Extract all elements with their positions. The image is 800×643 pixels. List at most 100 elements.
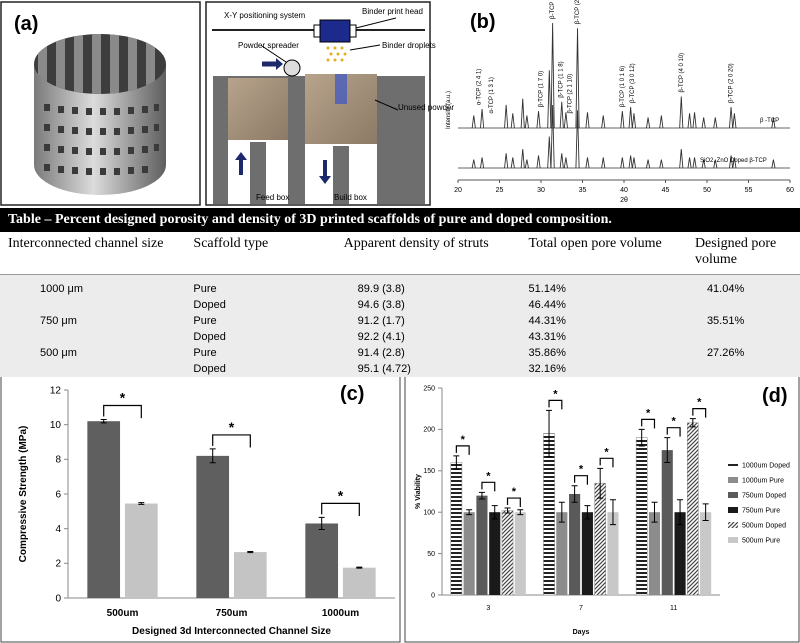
schematic-label: Build box bbox=[334, 193, 367, 202]
schematic-label: Binder print head bbox=[362, 7, 423, 16]
error-bar bbox=[453, 455, 460, 470]
series-label: SiO2, ZnO Doped β-TCP bbox=[700, 158, 767, 164]
peak-label: β-TCP (4 0 10) bbox=[679, 53, 685, 93]
printer-schematic bbox=[212, 17, 425, 204]
column-header: Interconnected channel size bbox=[0, 232, 186, 275]
error-bar bbox=[651, 501, 658, 523]
table-cell: 91.4 (2.8) bbox=[335, 345, 521, 361]
y-tick-label: 100 bbox=[423, 510, 435, 517]
x-tick-label: 11 bbox=[670, 605, 677, 612]
x-axis-label: 2θ bbox=[620, 197, 628, 204]
significance-bracket bbox=[599, 457, 614, 468]
y-tick-label: 50 bbox=[427, 551, 435, 558]
error-bar bbox=[558, 501, 565, 523]
spectrum-peak bbox=[679, 149, 684, 169]
x-tick-label: 750um bbox=[216, 608, 248, 619]
significance-label: * bbox=[229, 419, 235, 435]
spectrum-peak bbox=[771, 117, 776, 129]
legend-swatch bbox=[728, 507, 738, 513]
panel-frame bbox=[205, 1, 431, 206]
spectrum-peak bbox=[631, 113, 637, 129]
x-tick-label: 50 bbox=[703, 187, 711, 194]
table-row: 500 μm Pure 91.4 (2.8) 35.86% 27.26% bbox=[0, 345, 800, 361]
spectrum-peak bbox=[687, 157, 692, 169]
significance-bracket bbox=[506, 497, 521, 508]
spectrum-peak bbox=[510, 113, 515, 129]
y-tick-label: 2 bbox=[55, 559, 61, 570]
legend-label: 500um Doped bbox=[742, 523, 786, 530]
error-bar bbox=[638, 428, 645, 447]
y-tick-label: 150 bbox=[423, 468, 435, 475]
legend-label: 750um Pure bbox=[742, 508, 780, 515]
error-bar bbox=[356, 566, 363, 569]
panel-label: (d) bbox=[762, 385, 788, 407]
x-tick-label: 35 bbox=[579, 187, 587, 194]
spectrum-peak bbox=[679, 96, 684, 129]
error-bar bbox=[247, 551, 254, 554]
spectrum-peak bbox=[547, 70, 552, 129]
spectrum-peak bbox=[550, 22, 555, 129]
bar bbox=[476, 495, 488, 595]
bar bbox=[594, 482, 606, 596]
y-tick-label: 250 bbox=[423, 385, 435, 392]
spectrum-peak bbox=[480, 109, 485, 129]
schematic-label: Binder droplets bbox=[382, 41, 436, 50]
table-cell: 43.31% bbox=[520, 329, 687, 345]
bar bbox=[661, 450, 673, 595]
column-header: Total open pore volume bbox=[520, 232, 687, 275]
y-tick-label: 4 bbox=[55, 524, 61, 535]
table-cell: 91.2 (1.7) bbox=[335, 313, 521, 329]
spectrum-peak bbox=[646, 117, 651, 129]
spectrum-peak bbox=[620, 157, 625, 169]
table-cell: 750 μm bbox=[0, 313, 186, 329]
table-cell: 27.26% bbox=[686, 345, 800, 361]
table-cell: 44.31% bbox=[520, 313, 687, 329]
spectrum-peak bbox=[585, 157, 590, 169]
bar bbox=[700, 512, 712, 595]
table-cell: Doped bbox=[185, 297, 336, 313]
table-cell: 89.9 (3.8) bbox=[335, 274, 521, 297]
table-cell: 94.6 (3.8) bbox=[335, 297, 521, 313]
x-tick-label: 1000um bbox=[322, 608, 359, 619]
series-label: β -TCP bbox=[760, 118, 779, 124]
bar bbox=[87, 421, 121, 598]
spectrum-peak bbox=[692, 157, 697, 169]
error-bar bbox=[702, 503, 709, 521]
error-bar bbox=[664, 437, 671, 464]
table-title: Table – Percent designed porosity and de… bbox=[0, 208, 800, 232]
peak-label: β-TCP (1 1 8) bbox=[558, 61, 564, 97]
error-bar bbox=[597, 467, 604, 499]
table-row: 1000 μm Pure 89.9 (3.8) 51.14% 41.04% bbox=[0, 274, 800, 297]
column-header: Scaffold type bbox=[185, 232, 336, 275]
significance-bracket bbox=[481, 481, 496, 492]
peak-label: α-TCP (2 4 1) bbox=[476, 69, 482, 105]
y-tick-label: 0 bbox=[55, 593, 61, 604]
table-cell: Doped bbox=[185, 361, 336, 377]
significance-bracket bbox=[692, 408, 707, 418]
table-cell: 35.86% bbox=[520, 345, 687, 361]
scaffold-illustration bbox=[34, 34, 166, 195]
table-cell: 32.16% bbox=[520, 361, 687, 377]
spectrum-peak bbox=[510, 157, 515, 169]
peak-label: β-TCP (2 1 10) bbox=[568, 74, 574, 114]
table-cell bbox=[0, 329, 186, 345]
spectrum-peak bbox=[732, 157, 737, 169]
significance-bracket bbox=[212, 434, 251, 448]
spectrum-peak bbox=[520, 149, 525, 169]
spectrum-peak bbox=[563, 112, 568, 129]
schematic-label: Feed box bbox=[256, 193, 289, 202]
significance-label: * bbox=[604, 446, 609, 458]
error-bar bbox=[466, 509, 473, 516]
table-row: Doped 94.6 (3.8) 46.44% bbox=[0, 297, 800, 313]
x-tick-label: 55 bbox=[745, 187, 753, 194]
error-bar bbox=[491, 505, 498, 520]
legend-label: 500um Pure bbox=[742, 538, 780, 545]
spectrum-peak bbox=[601, 157, 606, 169]
significance-bracket bbox=[666, 427, 681, 437]
peak-label: β-TCP (3 0 12) bbox=[630, 63, 636, 103]
spectrum-peak bbox=[713, 117, 718, 129]
spectrum-peak bbox=[524, 159, 529, 169]
table-cell: Pure bbox=[185, 274, 336, 297]
peak-label: β-TCP (0 2 10) bbox=[550, 0, 556, 19]
y-tick-label: 200 bbox=[423, 427, 435, 434]
